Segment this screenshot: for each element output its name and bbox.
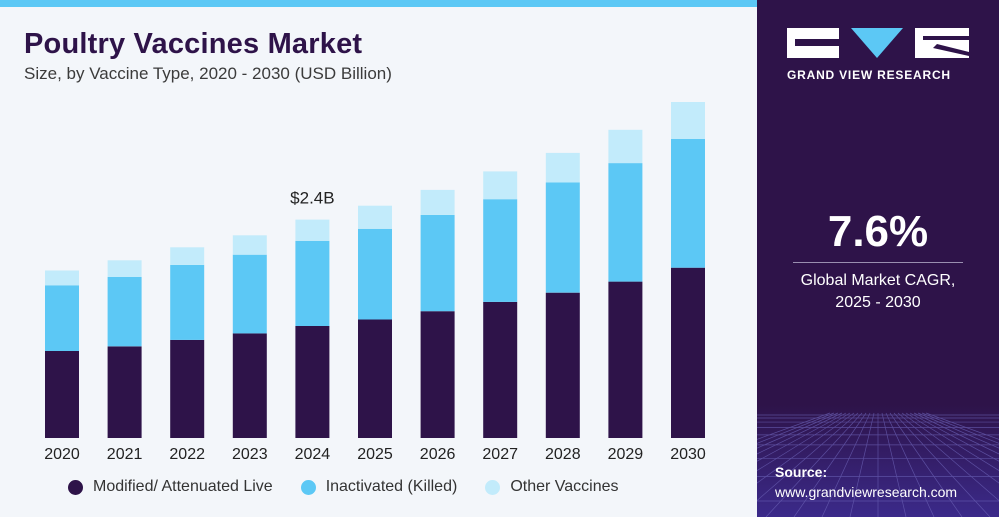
legend-item: Modified/ Attenuated Live (68, 478, 273, 496)
page-subtitle: Size, by Vaccine Type, 2020 - 2030 (USD … (24, 64, 392, 83)
bar-segment-2022-series-1 (170, 264, 205, 340)
legend-swatch (485, 479, 501, 495)
bar-segment-2025-series-0 (358, 319, 392, 438)
cagr-label-line1: Global Market CAGR, (800, 272, 956, 289)
source-url[interactable]: www.grandviewresearch.com (775, 484, 958, 500)
x-tick-label: 2029 (608, 446, 644, 463)
page-title: Poultry Vaccines Market (24, 28, 363, 60)
legend-label: Inactivated (Killed) (325, 478, 458, 495)
bar-segment-2029-series-0 (608, 281, 643, 438)
bar-segment-2020-series-0 (45, 351, 79, 438)
side-panel: GRAND VIEW RESEARCH 7.6% Global Market C… (757, 0, 999, 517)
bar-segment-2022-series-0 (170, 339, 205, 438)
x-tick-label: 2030 (670, 446, 706, 463)
x-tick-label: 2020 (44, 446, 80, 463)
cagr-value: 7.6% (827, 207, 929, 256)
grand-view-research-logo (787, 28, 969, 58)
legend-item: Other Vaccines (485, 478, 619, 496)
x-tick-label: 2028 (545, 446, 581, 463)
bar-segment-2020-series-1 (45, 285, 79, 351)
x-tick-label: 2023 (232, 446, 268, 463)
legend-label: Modified/ Attenuated Live (93, 478, 273, 495)
legend-swatch (68, 479, 83, 495)
bar-segment-2024-series-1 (295, 240, 330, 326)
bar-segment-2023-series-2 (232, 235, 267, 255)
bar-segment-2028-series-0 (545, 292, 580, 438)
chart-panel: Poultry Vaccines Market Size, by Vaccine… (0, 0, 757, 517)
divider (793, 262, 963, 263)
x-tick-label: 2025 (357, 446, 393, 463)
bar-segment-2027-series-1 (483, 199, 518, 302)
bar-segment-2027-series-0 (483, 301, 518, 438)
cagr-label-line2: 2025 - 2030 (835, 294, 921, 311)
bar-segment-2026-series-0 (420, 311, 455, 438)
source-label: Source: (775, 464, 828, 480)
bar-segment-2028-series-1 (545, 182, 580, 293)
legend-label: Other Vaccines (510, 478, 619, 495)
x-tick-label: 2026 (420, 446, 456, 463)
data-label-annotation: $2.4B (290, 189, 334, 208)
chart-legend: Modified/ Attenuated Live Inactivated (Ki… (68, 478, 647, 496)
bar-segment-2026-series-1 (420, 214, 455, 312)
bar-segment-2020-series-2 (45, 270, 79, 286)
x-tick-label: 2027 (482, 446, 518, 463)
legend-swatch (300, 479, 316, 495)
legend-item: Inactivated (Killed) (300, 478, 458, 496)
bar-segment-2021-series-1 (107, 276, 142, 347)
x-tick-label: 2024 (295, 446, 331, 463)
bar-segment-2021-series-2 (107, 260, 142, 277)
bar-segment-2022-series-2 (170, 247, 205, 265)
stacked-bar-chart: 2020 2021 2022 2023 2024 2025 2026 2027 2028 2029… (44, 102, 706, 463)
bar-segment-2029-series-1 (608, 163, 643, 282)
perspective-grid-decoration (757, 405, 999, 517)
x-tick-label: 2021 (107, 446, 143, 463)
bar-segment-2030-series-2 (671, 102, 705, 139)
bar-segment-2021-series-0 (107, 346, 142, 438)
bar-segment-2030-series-0 (671, 267, 705, 438)
bar-segment-2024-series-2 (295, 219, 330, 241)
x-tick-label: 2022 (169, 446, 205, 463)
bar-segment-2023-series-1 (232, 254, 267, 334)
bar-segment-2029-series-2 (608, 129, 643, 164)
accent-bar (0, 0, 757, 7)
bar-segment-2025-series-2 (358, 205, 392, 229)
brand-name: GRAND VIEW RESEARCH (787, 68, 951, 82)
source-note: Source: www.grandviewresearch.com (775, 462, 957, 502)
bar-segment-2028-series-2 (545, 152, 580, 183)
bar-segment-2026-series-2 (420, 189, 455, 215)
bar-segment-2027-series-2 (483, 171, 518, 200)
bar-segment-2030-series-1 (671, 139, 705, 268)
bar-segment-2025-series-1 (358, 228, 392, 320)
bar-segment-2023-series-0 (232, 333, 267, 438)
cagr-label: Global Market CAGR, 2025 - 2030 (757, 270, 999, 314)
bar-segment-2024-series-0 (295, 326, 330, 438)
